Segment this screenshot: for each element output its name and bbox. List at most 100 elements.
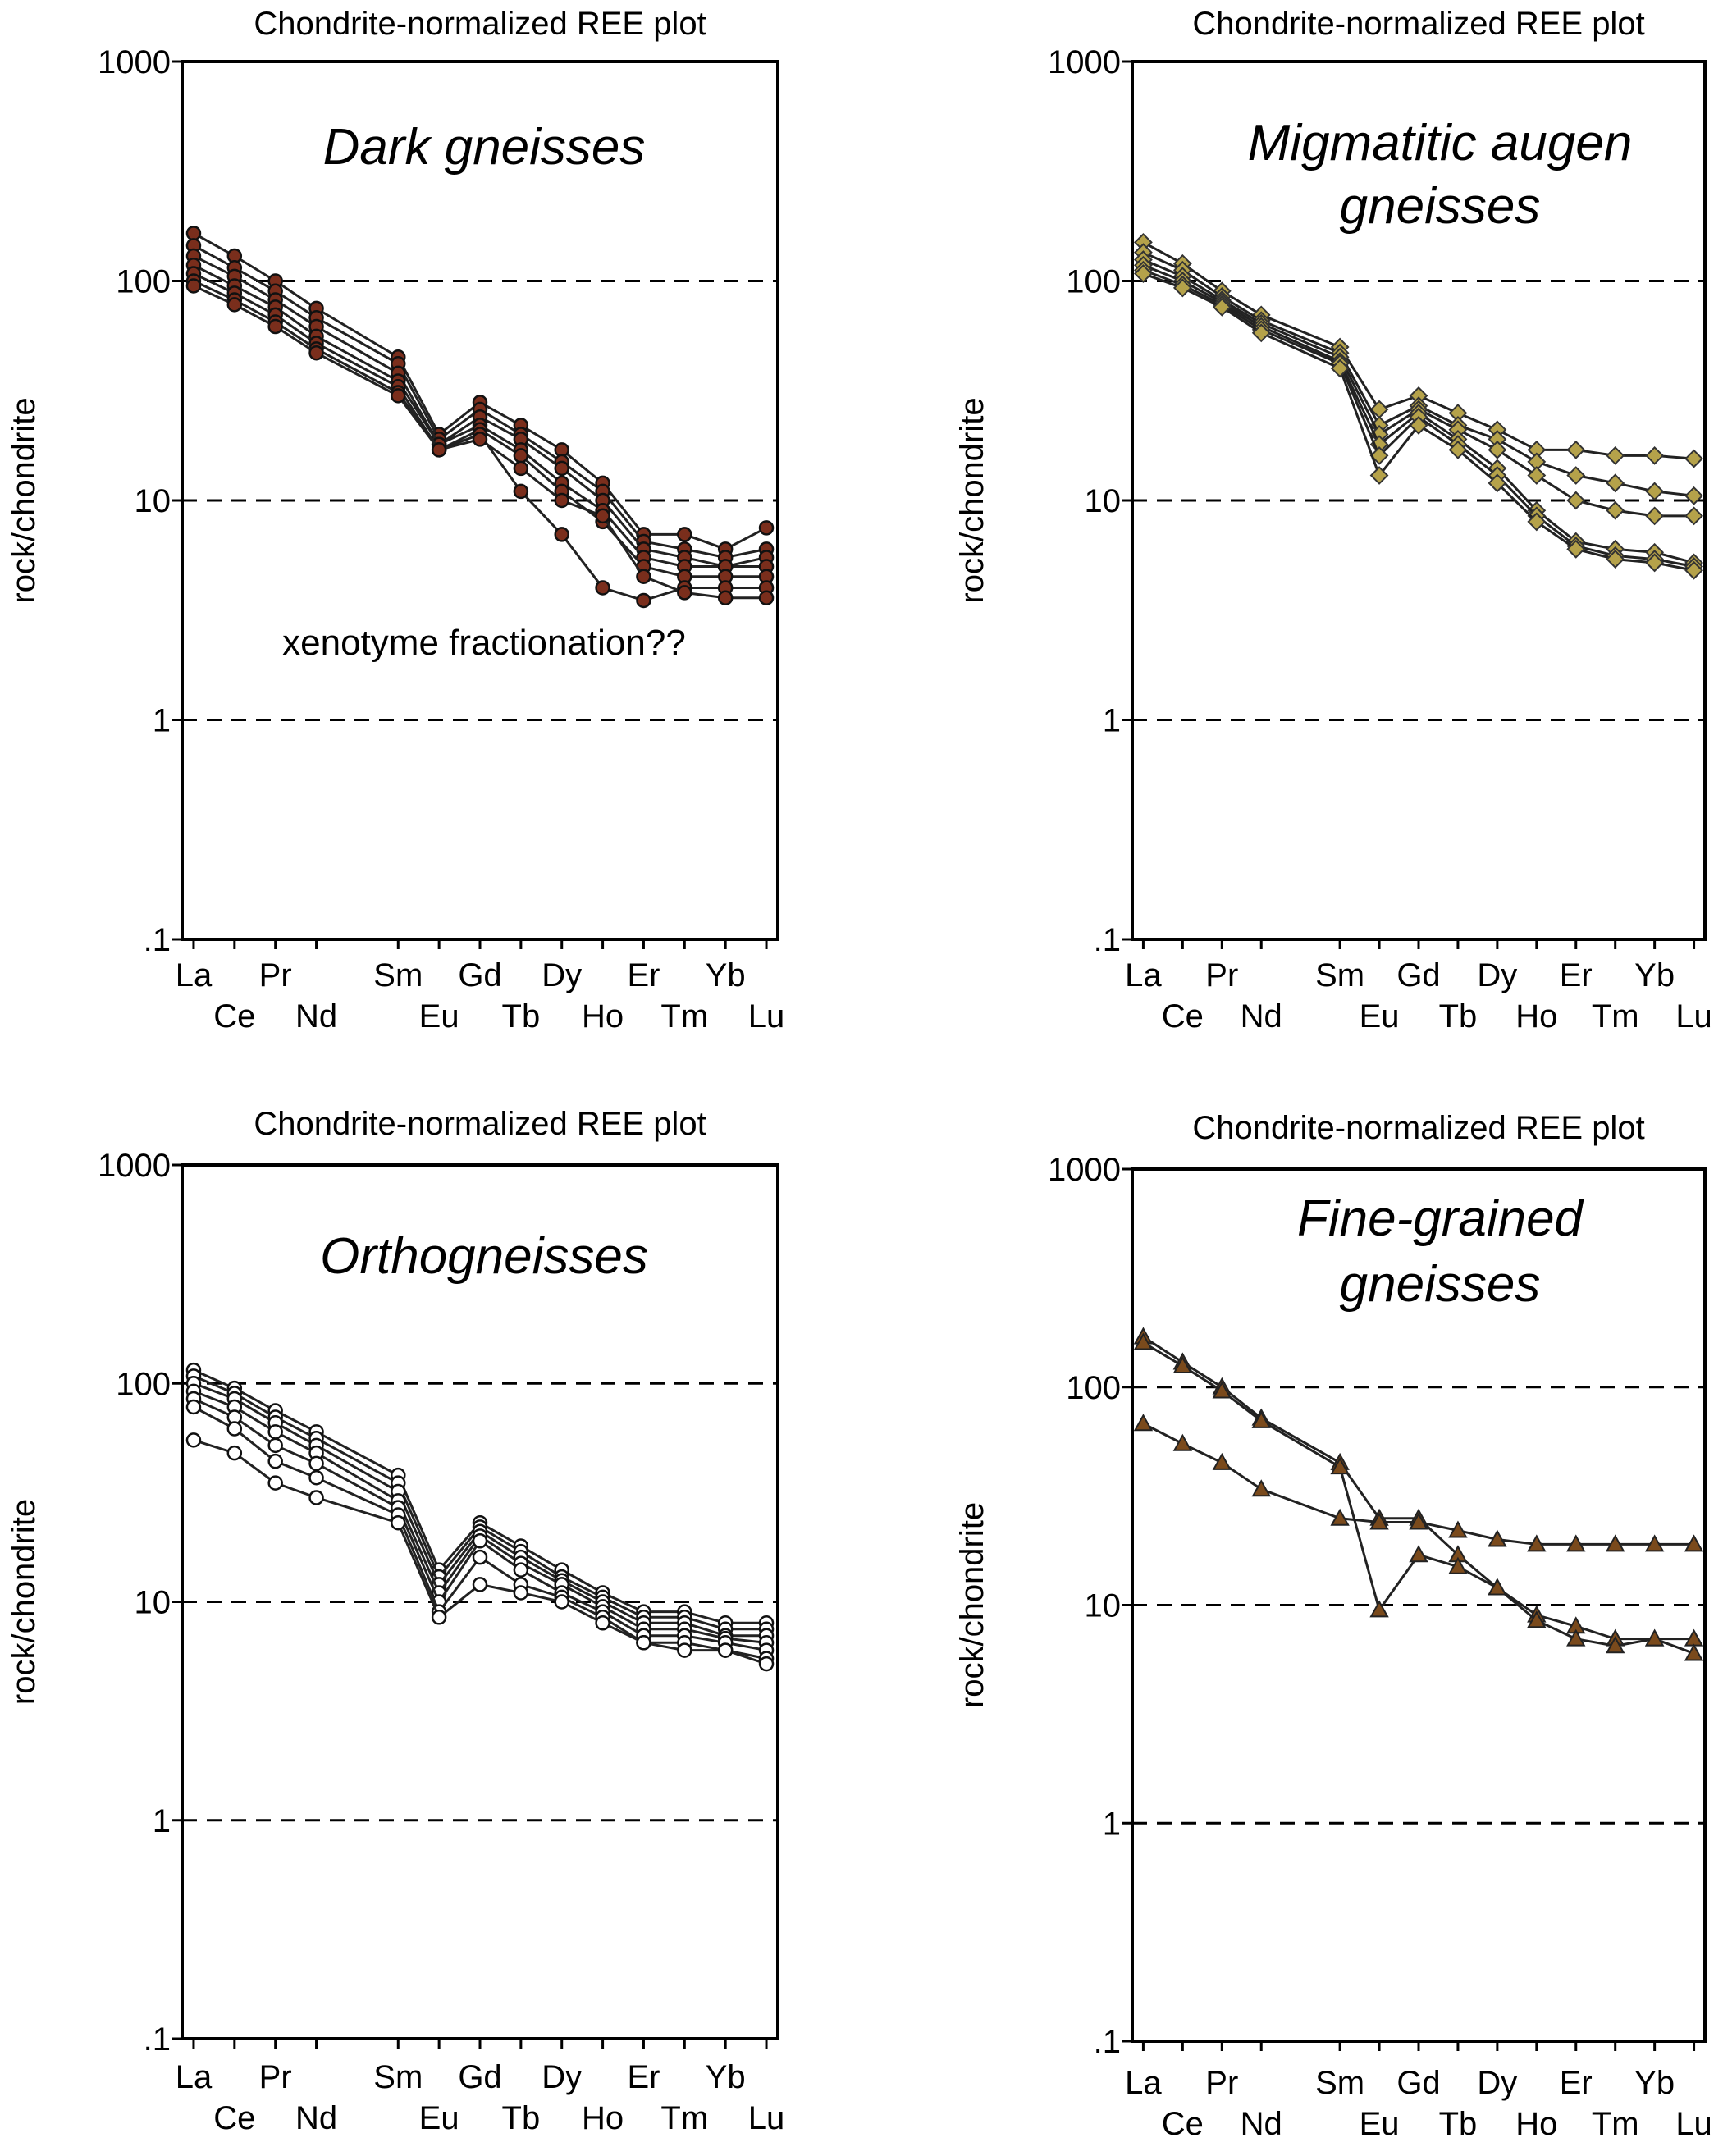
data-point	[226, 1421, 243, 1437]
data-point	[1172, 278, 1192, 298]
data-point	[308, 1469, 324, 1486]
data-point	[1644, 1628, 1665, 1647]
x-tick-label: Tb	[1439, 998, 1478, 1035]
chart-title: Chondrite-normalized REE plot	[1192, 6, 1644, 42]
x-tick-label: Nd	[295, 2100, 337, 2136]
x-tick-label: Gd	[1396, 957, 1440, 993]
data-point	[1566, 491, 1586, 510]
data-point	[1527, 466, 1547, 485]
x-tick-label: Dy	[1477, 957, 1517, 993]
x-tick-label: Yb	[706, 957, 746, 993]
y-tick-label: 1	[1103, 703, 1121, 739]
x-tick-label: Er	[1560, 957, 1593, 993]
y-axis-label: rock/chondrite	[6, 1499, 42, 1705]
y-tick-label: 1000	[1048, 1152, 1121, 1188]
data-point	[1605, 1534, 1625, 1552]
x-tick-label: Ce	[213, 2100, 255, 2136]
data-point	[1566, 1628, 1586, 1647]
data-point	[1645, 445, 1665, 465]
data-point	[1369, 1512, 1389, 1530]
data-point	[677, 1642, 692, 1658]
x-tick-label: Tm	[660, 998, 708, 1035]
data-point	[267, 1453, 283, 1469]
data-point	[472, 1533, 488, 1549]
data-point	[1172, 1355, 1193, 1373]
data-point	[1409, 1512, 1428, 1530]
data-point	[1684, 449, 1703, 468]
data-point	[677, 527, 692, 542]
ree-plot-svg: Chondrite-normalized REE plot 1000 100 10 1.…	[6, 6, 784, 1035]
data-point	[1409, 415, 1428, 435]
x-tick-label: Tm	[1592, 998, 1639, 1035]
data-point	[1369, 466, 1389, 485]
panel-label: Fine-grained	[1297, 1190, 1585, 1247]
annotation: xenotyme fractionation??	[282, 623, 686, 663]
chart-panel-fine-grained-gneisses: Chondrite-normalized REE plot 1000 100 10 1.…	[886, 1083, 1723, 2156]
data-point	[1566, 440, 1586, 459]
series-line	[1142, 1336, 1694, 1641]
data-point	[758, 1656, 775, 1672]
data-point	[677, 585, 692, 601]
x-tick-label: Nd	[1241, 2106, 1282, 2142]
data-point	[513, 460, 529, 477]
x-tick-label: Pr	[259, 2059, 292, 2095]
data-point	[185, 1399, 202, 1415]
x-tick-label: Tb	[1439, 2106, 1478, 2142]
data-point	[185, 278, 202, 294]
data-point	[1251, 1410, 1271, 1428]
x-tick-label: Er	[627, 957, 660, 993]
data-point	[1212, 297, 1232, 317]
y-tick-label: 1000	[98, 44, 171, 80]
data-point	[1566, 466, 1586, 485]
data-point	[1645, 506, 1665, 526]
x-tick-label: Nd	[295, 998, 337, 1035]
y-tick-label: 100	[1066, 264, 1121, 300]
x-tick-label: Dy	[542, 2059, 582, 2095]
x-tick-label: Er	[627, 2059, 660, 2095]
chart-title: Chondrite-normalized REE plot	[254, 6, 706, 42]
data-point	[1134, 264, 1153, 283]
y-tick-label: 10	[1085, 1588, 1122, 1624]
data-point	[1527, 512, 1547, 532]
data-point	[1448, 440, 1468, 459]
x-tick-label: Tm	[660, 2100, 708, 2136]
x-tick-label: Sm	[373, 2059, 423, 2095]
data-point	[1488, 440, 1507, 459]
panel-label: Migmatitic augen	[1248, 115, 1633, 171]
data-point	[1606, 550, 1625, 569]
data-point	[636, 1635, 651, 1651]
x-tick-label: Yb	[706, 2059, 746, 2095]
x-tick-label: Lu	[748, 2100, 785, 2136]
data-point	[1645, 482, 1665, 501]
y-tick-label: .1	[1094, 2024, 1121, 2060]
data-point	[431, 442, 447, 458]
x-tick-label: Ho	[582, 2100, 624, 2136]
data-point	[1644, 1534, 1665, 1552]
data-point	[1330, 1508, 1350, 1526]
x-tick-label: La	[176, 2059, 213, 2095]
data-point	[1212, 1381, 1232, 1399]
data-point	[717, 1642, 734, 1658]
data-point	[1606, 500, 1625, 520]
x-tick-label: Sm	[373, 957, 423, 993]
data-point	[472, 1549, 488, 1565]
x-tick-label: Eu	[419, 998, 459, 1035]
data-point	[308, 345, 324, 361]
chart-panel-migmatitic-augen-gneisses: Chondrite-normalized REE plot 1000 100 10 1.…	[886, 0, 1723, 1067]
data-point	[1684, 1643, 1704, 1661]
ree-plot-svg: Chondrite-normalized REE plot 1000 100 10 1.…	[6, 1106, 785, 2136]
x-tick-label: Pr	[1205, 957, 1238, 993]
data-point	[1605, 1636, 1625, 1654]
data-point	[513, 1585, 529, 1601]
data-point	[185, 1432, 202, 1448]
data-point	[513, 448, 529, 464]
data-point	[636, 569, 651, 585]
y-tick-label: 10	[135, 483, 171, 519]
x-tick-label: Gd	[458, 2059, 501, 2095]
x-tick-label: Er	[1560, 2065, 1593, 2101]
data-point	[391, 1514, 406, 1531]
y-tick-label: 100	[116, 1366, 171, 1402]
chart-panel-dark-gneisses: Chondrite-normalized REE plot 1000 100 10 1.…	[0, 0, 837, 1067]
x-tick-label: Lu	[1675, 998, 1712, 1035]
data-point	[595, 508, 610, 524]
